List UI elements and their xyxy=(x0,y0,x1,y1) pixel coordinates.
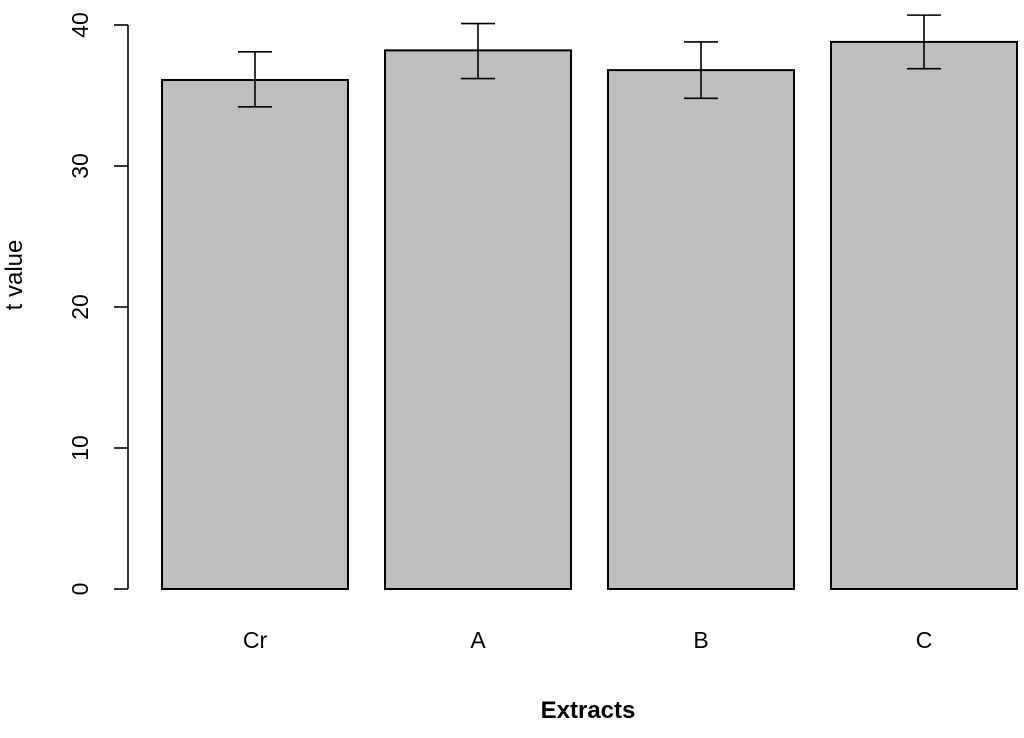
y-axis-title: t value xyxy=(1,240,28,311)
y-axis: 0 10 20 30 40 xyxy=(67,12,129,596)
y-tick-label-40: 40 xyxy=(67,12,93,38)
x-axis-title: Extracts xyxy=(541,697,636,724)
y-tick-label-10: 10 xyxy=(67,435,93,461)
x-tick-label-cr: Cr xyxy=(243,627,268,653)
bar-a xyxy=(384,49,572,590)
y-tick-label-20: 20 xyxy=(67,294,93,320)
y-tick-label-0: 0 xyxy=(67,583,93,596)
x-tick-label-b: B xyxy=(693,627,708,653)
x-tick-label-c: C xyxy=(916,627,933,653)
error-bars-layer xyxy=(238,14,941,108)
bars-layer xyxy=(161,40,1018,591)
bar-c xyxy=(830,40,1018,591)
bar-b xyxy=(607,69,795,591)
x-tick-label-a: A xyxy=(470,627,486,653)
y-tick-label-30: 30 xyxy=(67,153,93,179)
x-tick-labels: Cr A B C xyxy=(243,627,932,653)
bar-cr xyxy=(161,78,349,591)
